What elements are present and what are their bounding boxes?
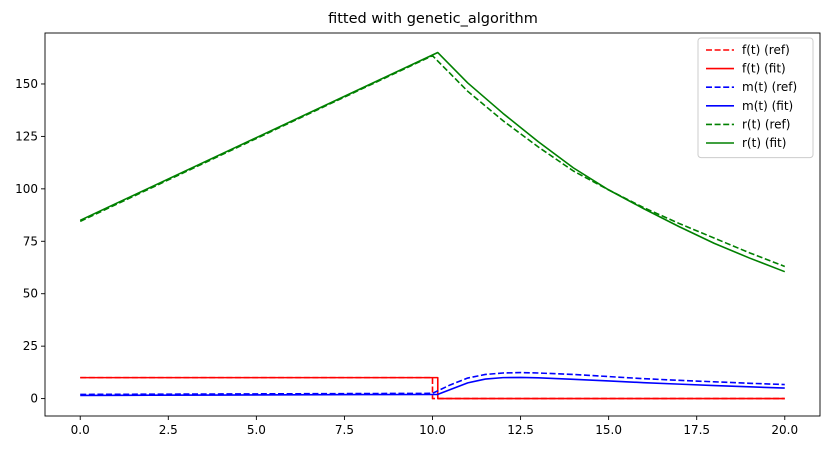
x-tick-label: 17.5 <box>683 423 710 437</box>
x-tick-label: 10.0 <box>419 423 446 437</box>
series-line-1 <box>80 376 785 400</box>
legend-label-0: f(t) (ref) <box>742 43 790 57</box>
y-tick-label: 75 <box>23 234 38 248</box>
series-line-5 <box>79 51 786 273</box>
legend-label-2: m(t) (ref) <box>742 80 797 94</box>
x-tick-label: 15.0 <box>595 423 622 437</box>
y-tick-label: 50 <box>23 287 38 301</box>
y-tick-label: 100 <box>15 182 38 196</box>
x-tick-label: 2.5 <box>159 423 178 437</box>
legend: f(t) (ref) f(t) (fit) m(t) (ref) m(t) (fit)… <box>697 37 814 159</box>
y-tick-label: 25 <box>23 339 38 353</box>
x-tick-label: 5.0 <box>247 423 266 437</box>
chart-title: fitted with genetic_algorithm <box>328 11 538 27</box>
plot-area <box>44 32 821 417</box>
x-axis: 0.0 2.5 5.0 7.5 10.0 12.5 15.0 17.5 20.0 <box>71 416 798 437</box>
legend-label-3: m(t) (fit) <box>742 99 793 113</box>
legend-label-4: r(t) (ref) <box>742 117 790 131</box>
x-tick-label: 7.5 <box>335 423 354 437</box>
legend-label-5: r(t) (fit) <box>742 136 786 150</box>
y-tick-label: 0 <box>30 392 38 406</box>
series-line-2 <box>80 371 785 396</box>
y-tick-label: 150 <box>15 77 38 91</box>
y-axis: 0 25 50 75 100 125 150 <box>15 77 45 406</box>
series-line-3 <box>80 376 785 397</box>
x-tick-label: 12.5 <box>507 423 534 437</box>
series-line-4 <box>79 54 786 268</box>
x-tick-label: 20.0 <box>771 423 798 437</box>
x-tick-label: 0.0 <box>71 423 90 437</box>
y-tick-label: 125 <box>15 129 38 143</box>
legend-label-1: f(t) (fit) <box>742 62 786 76</box>
